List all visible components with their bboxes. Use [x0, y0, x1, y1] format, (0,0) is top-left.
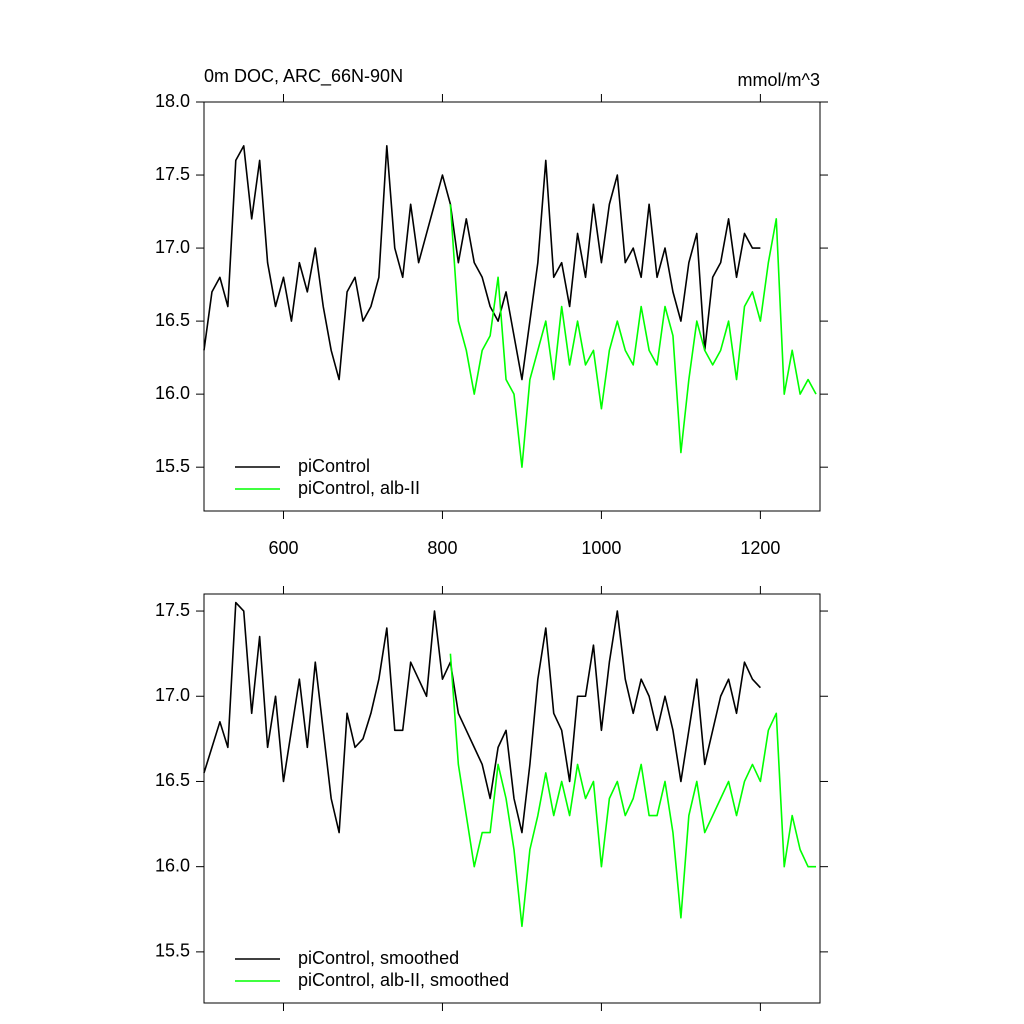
y-tick-label: 16.5 [155, 770, 190, 790]
x-tick-label: 1000 [581, 538, 621, 558]
y-tick-label: 16.5 [155, 310, 190, 330]
y-tick-label: 15.5 [155, 941, 190, 961]
units-label: mmol/m^3 [738, 70, 820, 90]
legend-label: piControl, alb-II, smoothed [298, 970, 509, 990]
y-tick-label: 16.0 [155, 383, 190, 403]
plot-frame [203, 593, 821, 1004]
data-line [203, 601, 761, 834]
data-line [203, 145, 761, 381]
legend-label: piControl, smoothed [298, 948, 459, 968]
x-tick-label: 1200 [740, 538, 780, 558]
plot-frame [203, 101, 821, 512]
x-tick-label: 600 [268, 538, 298, 558]
x-tick-label: 800 [427, 538, 457, 558]
data-line [449, 204, 817, 468]
legend-label: piControl [298, 456, 370, 476]
y-tick-label: 16.0 [155, 855, 190, 875]
y-tick-label: 17.0 [155, 685, 190, 705]
y-tick-label: 17.0 [155, 237, 190, 257]
chart-title: 0m DOC, ARC_66N-90N [204, 66, 403, 87]
y-tick-label: 15.5 [155, 456, 190, 476]
y-tick-label: 18.0 [155, 91, 190, 111]
y-tick-label: 17.5 [155, 164, 190, 184]
legend-label: piControl, alb-II [298, 478, 420, 498]
y-tick-label: 17.5 [155, 600, 190, 620]
data-line [449, 653, 817, 928]
